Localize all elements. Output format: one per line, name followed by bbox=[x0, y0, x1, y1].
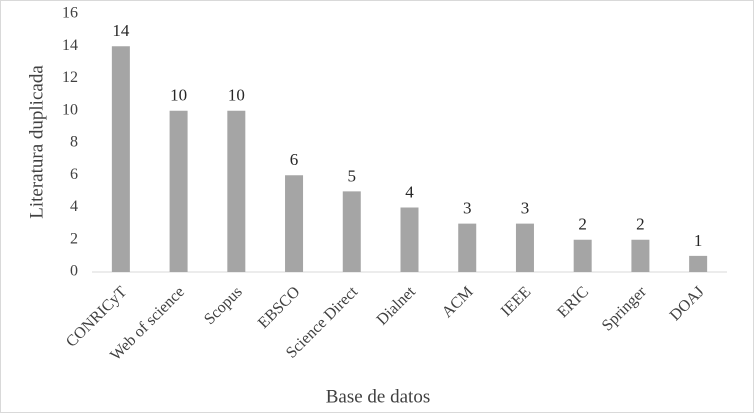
bar bbox=[111, 46, 130, 272]
bar bbox=[631, 239, 650, 272]
bar bbox=[227, 110, 246, 272]
data-label: 14 bbox=[112, 21, 130, 40]
bar bbox=[400, 207, 419, 272]
data-label: 10 bbox=[228, 86, 245, 105]
data-label: 5 bbox=[348, 166, 357, 185]
bar bbox=[515, 223, 534, 272]
bar bbox=[169, 110, 188, 272]
y-tick-label: 12 bbox=[62, 69, 78, 86]
y-tick-label: 10 bbox=[62, 101, 78, 118]
x-axis-title: Base de datos bbox=[326, 386, 430, 407]
y-tick-label: 8 bbox=[70, 134, 78, 151]
data-label: 2 bbox=[578, 215, 587, 234]
bar bbox=[342, 191, 361, 272]
bar bbox=[689, 255, 708, 272]
y-tick-label: 16 bbox=[62, 5, 78, 22]
bar bbox=[458, 223, 477, 272]
data-label: 3 bbox=[521, 199, 530, 218]
bar bbox=[285, 175, 304, 272]
data-label: 6 bbox=[290, 150, 299, 169]
data-label: 2 bbox=[636, 215, 645, 234]
data-label: 1 bbox=[694, 231, 703, 250]
y-axis-title: Literatura duplicada bbox=[26, 65, 47, 219]
y-tick-label: 0 bbox=[70, 263, 78, 280]
data-label: 3 bbox=[463, 199, 472, 218]
y-tick-label: 14 bbox=[62, 37, 78, 54]
y-tick-label: 4 bbox=[70, 198, 78, 215]
y-tick-label: 2 bbox=[70, 230, 78, 247]
data-label: 10 bbox=[170, 86, 187, 105]
data-label: 4 bbox=[405, 182, 414, 201]
bar bbox=[573, 239, 592, 272]
y-tick-label: 6 bbox=[70, 166, 78, 183]
